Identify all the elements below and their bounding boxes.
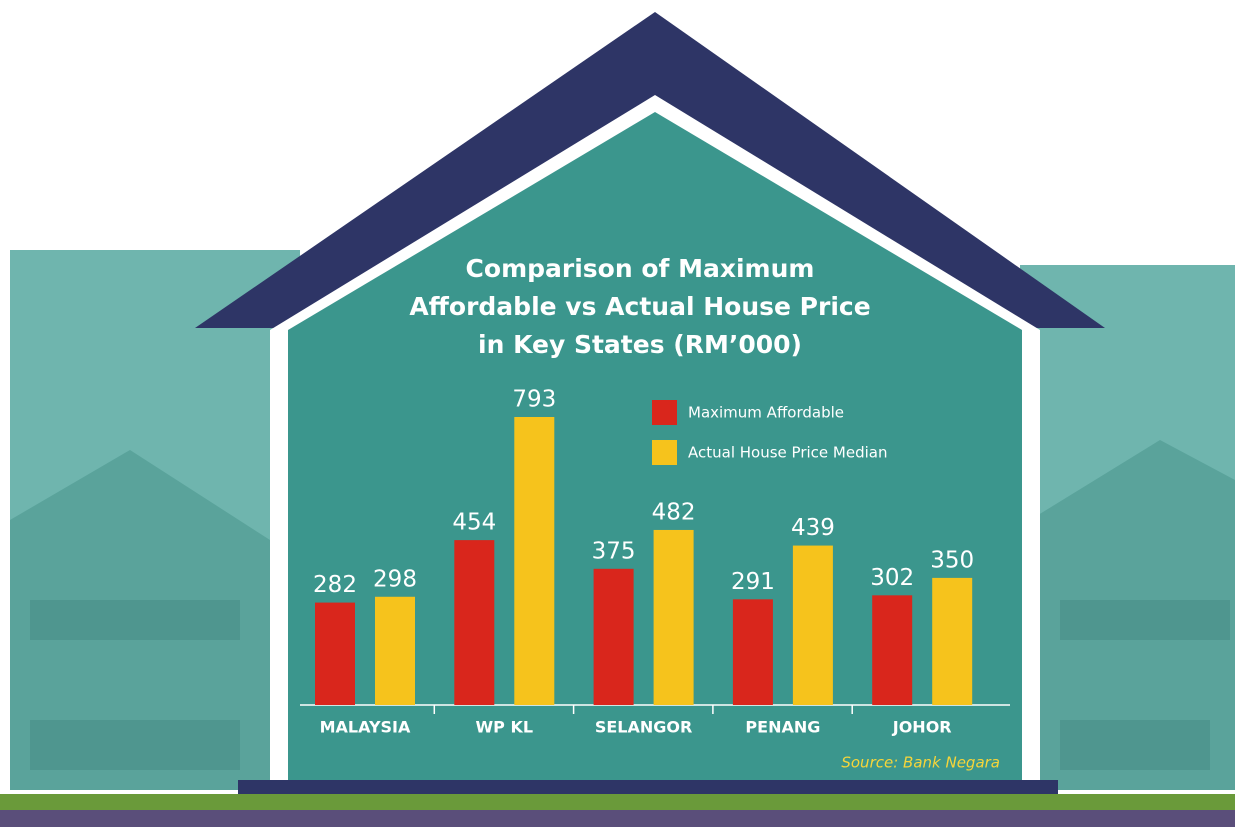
left-window xyxy=(30,600,240,640)
bar xyxy=(733,599,773,705)
value-label: 298 xyxy=(373,566,417,592)
x-tick-label: MALAYSIA xyxy=(320,718,411,737)
value-label: 793 xyxy=(512,387,556,413)
bar xyxy=(514,417,554,705)
bar xyxy=(872,595,912,705)
page: Source: Bank Negara MALAYSIA 282 298 WP KL 4… xyxy=(0,0,1235,827)
x-tick-label: WP KL xyxy=(476,718,534,737)
bar xyxy=(315,603,355,705)
value-label: 482 xyxy=(652,499,696,525)
legend-swatch xyxy=(652,400,677,425)
left-window xyxy=(30,720,240,770)
right-window xyxy=(1060,720,1210,770)
bar xyxy=(375,597,415,705)
value-label: 350 xyxy=(930,547,974,573)
x-tick-label: JOHOR xyxy=(892,718,952,737)
source: Source: Bank Negara xyxy=(841,754,1000,772)
bar xyxy=(654,530,694,705)
right-window xyxy=(1060,600,1230,640)
legend-swatch xyxy=(652,440,677,465)
legend-label: Actual House Price Median xyxy=(688,444,887,462)
legend-label: Maximum Affordable xyxy=(688,404,844,422)
value-label: 439 xyxy=(791,515,835,541)
bar xyxy=(594,569,634,705)
bar xyxy=(793,546,833,705)
chart-title: Comparison of Maximum Affordable vs Actu… xyxy=(400,250,880,364)
x-tick-label: PENANG xyxy=(745,718,820,737)
value-label: 375 xyxy=(592,538,636,564)
ground xyxy=(0,794,1235,810)
value-label: 454 xyxy=(452,510,496,536)
chart: Source: Bank Negara MALAYSIA 282 298 WP KL 4… xyxy=(0,0,1235,827)
x-tick-label: SELANGOR xyxy=(595,718,692,737)
value-label: 282 xyxy=(313,572,357,598)
value-label: 291 xyxy=(731,569,775,595)
road xyxy=(0,810,1235,827)
bar xyxy=(454,540,494,705)
step xyxy=(238,780,1058,794)
value-label: 302 xyxy=(870,565,914,591)
bar xyxy=(932,578,972,705)
